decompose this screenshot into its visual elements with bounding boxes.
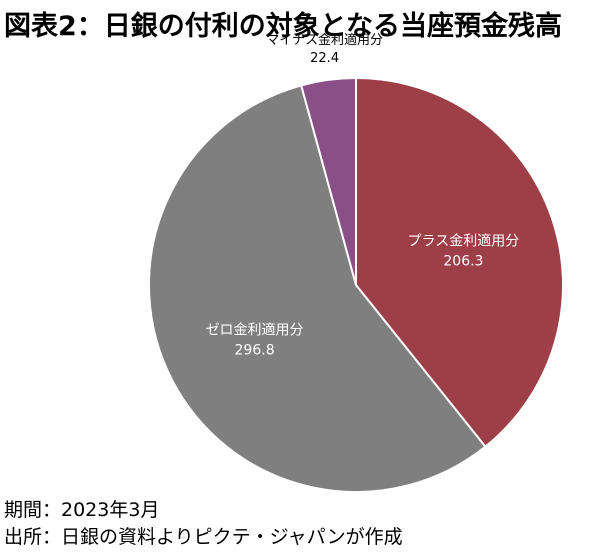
- chart-title: 図表2：日銀の付利の対象となる当座預金残高: [4, 11, 562, 42]
- slice-value-0: 206.3: [443, 253, 483, 269]
- pie-slice-2: [299, 76, 357, 286]
- pie-slice-1: [148, 84, 487, 493]
- source-note: 出所：日銀の資料よりピクテ・ジャパンが作成: [4, 526, 403, 548]
- slice-value-2: 22.4: [310, 51, 339, 66]
- period-note: 期間：2023年3月: [4, 499, 160, 521]
- slice-value-1: 296.8: [235, 343, 275, 359]
- slice-label-2: マイナス金利適用分: [266, 32, 383, 48]
- pie-slice-0: [355, 76, 564, 449]
- slice-label-1: ゼロ金利適用分: [206, 322, 304, 339]
- slice-label-0: プラス金利適用分: [408, 232, 520, 249]
